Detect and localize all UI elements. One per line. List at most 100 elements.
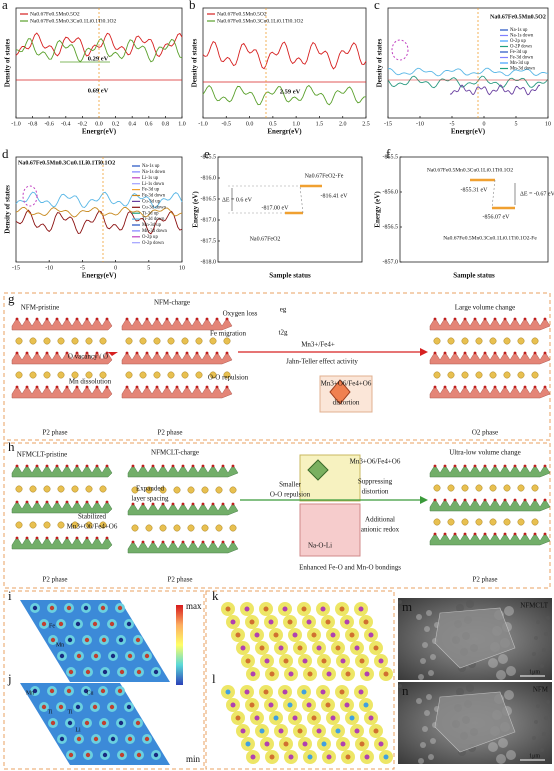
- oxygen-atom: [155, 317, 159, 321]
- oxygen-atom: [533, 351, 537, 355]
- atom-core: [50, 720, 56, 726]
- sem-texture: [424, 710, 430, 716]
- atom: [259, 645, 265, 651]
- oxygen-atom: [155, 351, 159, 355]
- schematic-label: Mn3+O6/Fe4+O6: [67, 523, 118, 531]
- oxygen-atom: [231, 502, 235, 506]
- atom: [311, 715, 317, 721]
- atom: [354, 728, 360, 734]
- sodium-atom: [145, 486, 153, 494]
- oxygen-atom: [225, 385, 229, 389]
- oxygen-atom: [231, 540, 235, 544]
- atom-core: [83, 605, 89, 611]
- atom-core: [127, 736, 133, 742]
- oxygen-atom: [225, 317, 229, 321]
- sodium-atom: [209, 337, 217, 345]
- legend-entry: Fe-3d up: [142, 188, 160, 193]
- sodium-atom: [461, 337, 469, 345]
- sodium-atom: [15, 337, 23, 345]
- oxygen-atom: [131, 540, 135, 544]
- oxygen-atom: [493, 385, 497, 389]
- atom-core: [85, 752, 91, 758]
- oxygen-atom: [55, 536, 59, 540]
- sodium-atom: [99, 521, 107, 529]
- schematic-label: Stabilized: [78, 513, 106, 521]
- oxygen-atom: [95, 385, 99, 389]
- y-tick-label: -818.0: [201, 259, 217, 265]
- atom-core: [67, 637, 73, 643]
- oxygen-atom: [211, 502, 215, 506]
- sodium-atom: [125, 337, 133, 345]
- atom: [282, 606, 288, 612]
- y-tick-label: -817.5: [201, 238, 217, 244]
- sodium-atom: [85, 371, 93, 379]
- oxygen-atom: [443, 317, 447, 321]
- oxygen-atom: [65, 500, 69, 504]
- oxygen-atom: [95, 464, 99, 468]
- atom-core: [136, 752, 142, 758]
- y-axis-label: Density of states: [4, 38, 12, 87]
- atom: [316, 645, 322, 651]
- atom: [340, 658, 346, 664]
- legend-entry: Fe-3d up: [510, 50, 528, 55]
- oxygen-atom: [15, 464, 19, 468]
- atom-core: [92, 704, 98, 710]
- sem-texture: [546, 616, 550, 620]
- schematic-label: NFMCLT-charge: [151, 449, 199, 457]
- sodium-atom: [71, 485, 79, 493]
- oxygen-atom: [443, 385, 447, 389]
- x-axis-label: Energr(eV): [451, 128, 486, 136]
- panel-kl-frame: [205, 590, 395, 770]
- atom: [345, 754, 351, 760]
- atom-core: [110, 736, 116, 742]
- oxygen-atom: [453, 498, 457, 502]
- x-tick-label: 1.5: [316, 121, 324, 127]
- oxygen-atom: [155, 385, 159, 389]
- schematic-label: Oxygen loss: [223, 310, 258, 318]
- atom-core: [68, 669, 74, 675]
- oxygen-atom: [181, 464, 185, 468]
- x-tick-label: 0: [114, 265, 117, 271]
- y-tick-label: -856.5: [383, 224, 399, 230]
- sem-texture: [426, 694, 432, 700]
- x-tick-label: 0.6: [145, 121, 153, 127]
- atom-core: [117, 688, 123, 694]
- oxygen-atom: [65, 385, 69, 389]
- oxygen-atom: [141, 464, 145, 468]
- crystal-layer: [429, 351, 551, 365]
- x-tick-label: -0.4: [61, 121, 71, 127]
- oxygen-atom: [543, 498, 547, 502]
- oxygen-atom: [95, 351, 99, 355]
- sodium-atom: [99, 337, 107, 345]
- line: [491, 179, 496, 209]
- sodium-atom: [181, 371, 189, 379]
- oxygen-atom: [463, 351, 467, 355]
- atom: [297, 645, 303, 651]
- x-tick-label: -0.2: [78, 121, 88, 127]
- atom-core: [118, 720, 124, 726]
- panel-ij-frame: [3, 590, 205, 770]
- oxygen-atom: [141, 540, 145, 544]
- atom: [325, 702, 331, 708]
- legend-entry: Na0.67Fe0.5Mn0.5O2: [217, 11, 267, 17]
- sem-texture: [456, 688, 464, 696]
- label: Na0.67Fe0.5Mn0.3Cu0.1Li0.1Ti0.1O2: [427, 167, 514, 173]
- sodium-atom: [187, 524, 195, 532]
- sodium-atom: [433, 371, 441, 379]
- oxygen-atom: [453, 385, 457, 389]
- oxygen-atom: [185, 317, 189, 321]
- schematic-label: NFM-pristine: [21, 304, 60, 312]
- sodium-atom: [43, 371, 51, 379]
- sodium-atom: [71, 337, 79, 345]
- legend-entry: Na0.67Fe0.5Mn0.3Cu0.1Li0.1Ti0.1O2: [217, 18, 304, 24]
- atom: [278, 728, 284, 734]
- atom: [306, 619, 312, 625]
- x-tick-label: 0.2: [112, 121, 120, 127]
- oxygen-atom: [205, 385, 209, 389]
- atom-core: [144, 653, 150, 659]
- atom: [230, 702, 236, 708]
- sodium-atom: [517, 337, 525, 345]
- sem-texture: [536, 704, 540, 708]
- sem-texture: [534, 720, 538, 724]
- x-tick-label: 5: [147, 265, 150, 271]
